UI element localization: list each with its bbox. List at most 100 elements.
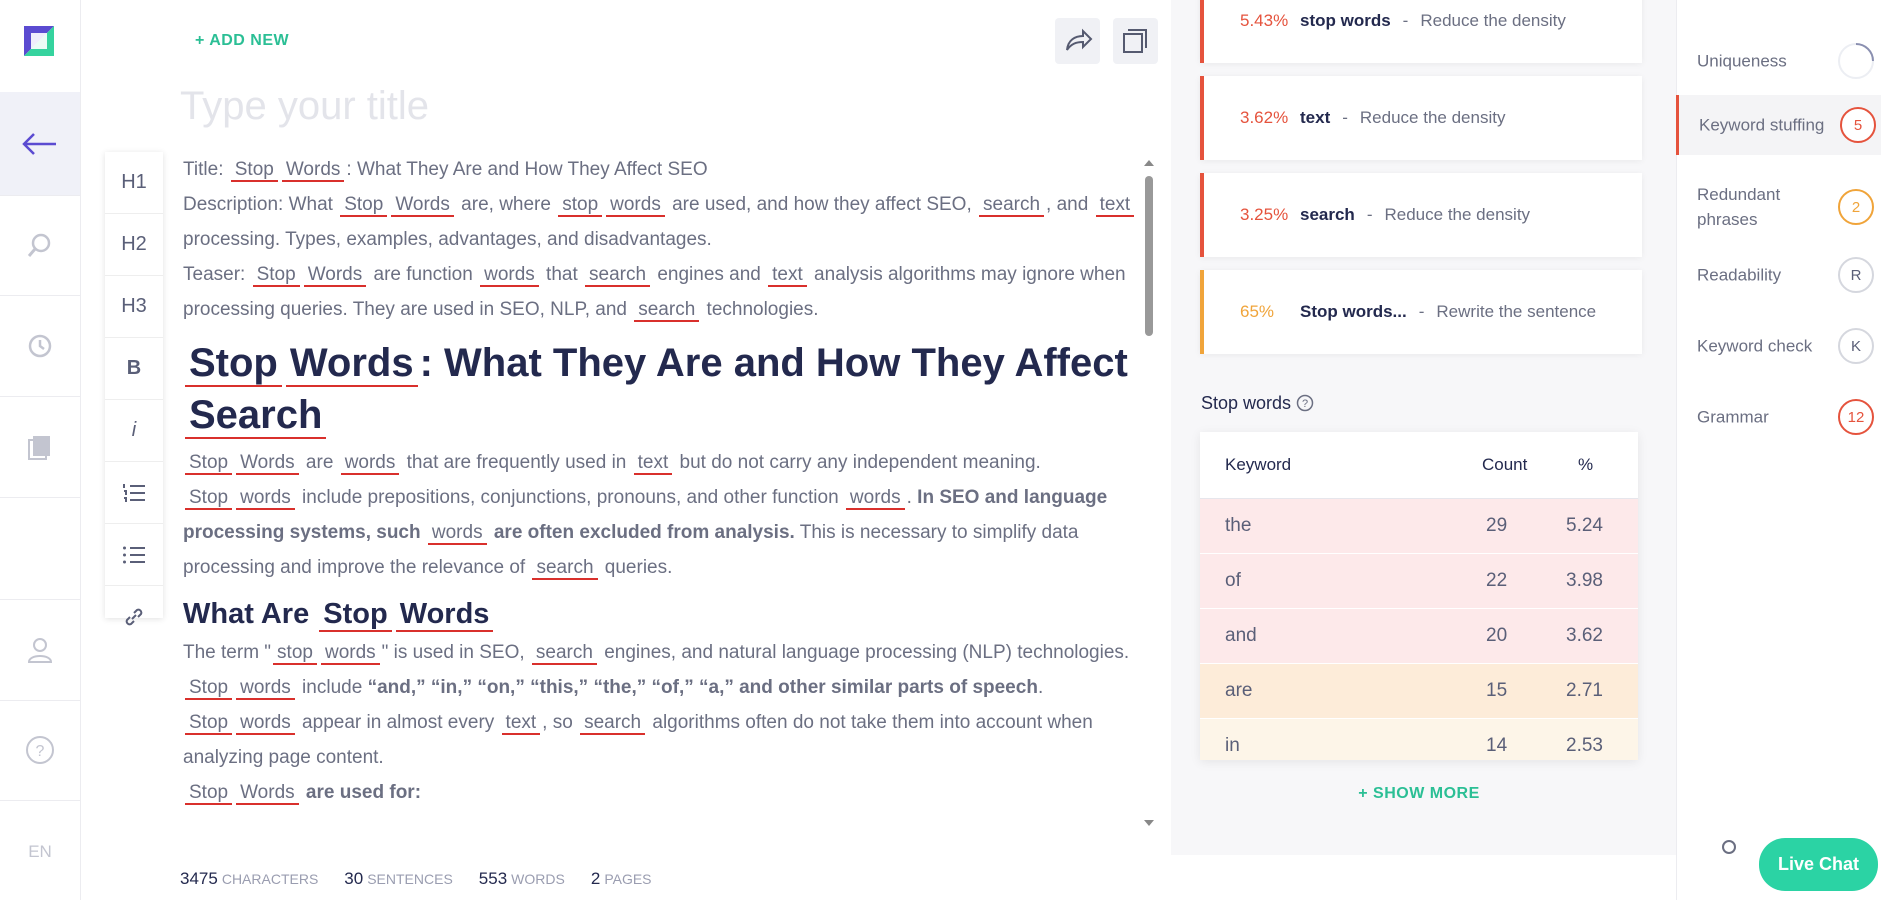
profile-button[interactable] xyxy=(0,599,80,701)
text-run: appear in almost every xyxy=(296,712,500,733)
alert-card[interactable]: 65% Stop words... - Rewrite the sentence xyxy=(1200,270,1642,354)
keyword[interactable]: Words xyxy=(285,341,418,387)
scrollbar[interactable] xyxy=(1143,158,1155,828)
h2-button[interactable]: H2 xyxy=(105,214,163,276)
keyword[interactable]: Stop xyxy=(185,677,233,700)
h3-button[interactable]: H3 xyxy=(105,276,163,338)
alert-card[interactable]: 3.62% text - Reduce the density xyxy=(1200,76,1642,160)
keyword[interactable]: search xyxy=(531,642,597,665)
keyword[interactable]: Stop xyxy=(185,782,233,805)
keyword[interactable]: Words xyxy=(303,264,367,287)
keyword[interactable]: search xyxy=(634,299,700,322)
bullet-list-button[interactable] xyxy=(105,524,163,586)
title-input[interactable]: Type your title xyxy=(180,84,430,128)
keyword[interactable]: Stop xyxy=(319,598,392,632)
keyword[interactable]: Stop xyxy=(185,341,282,387)
alert-card[interactable]: 3.25% search - Reduce the density xyxy=(1200,173,1642,257)
info-icon[interactable]: ? xyxy=(1296,394,1314,412)
table-header: Keyword Count% xyxy=(1200,432,1638,499)
keyword[interactable]: Search xyxy=(185,393,327,439)
keyword[interactable]: text xyxy=(1095,194,1135,217)
keyword-cell: the xyxy=(1225,515,1252,536)
keyword[interactable]: words xyxy=(427,522,487,545)
docs-button[interactable] xyxy=(0,397,80,498)
keyword[interactable]: search xyxy=(585,264,651,287)
document-content[interactable]: Title: Stop Words: What They Are and How … xyxy=(183,152,1143,810)
keyword[interactable]: Words xyxy=(236,452,299,475)
keyword[interactable]: Words xyxy=(391,194,454,217)
language[interactable]: EN xyxy=(28,842,52,861)
search-button[interactable] xyxy=(0,195,80,296)
stop-words-heading: Stop words ? xyxy=(1201,393,1314,414)
paragraph[interactable]: Teaser: Stop Words are function words tha… xyxy=(183,257,1143,327)
paragraph[interactable]: Stop Words are words that are frequently … xyxy=(183,445,1143,585)
bold-button[interactable]: B xyxy=(105,338,163,400)
keyword[interactable]: stop xyxy=(273,642,317,665)
add-new[interactable]: + ADD NEW xyxy=(195,32,290,49)
keyword[interactable]: words xyxy=(320,642,380,665)
ordered-list-button[interactable] xyxy=(105,462,163,524)
keyword[interactable]: Words xyxy=(281,159,345,182)
paragraph[interactable]: Title: Stop Words: What They Are and How … xyxy=(183,152,1143,187)
alert-card[interactable]: 5.43% stop words - Reduce the density xyxy=(1200,0,1642,63)
keyword[interactable]: Stop xyxy=(340,194,388,217)
h1-button[interactable]: H1 xyxy=(105,152,163,214)
keyword[interactable]: Stop xyxy=(185,487,233,510)
paragraph[interactable]: The term " stop words " is used in SEO, sea… xyxy=(183,635,1143,775)
keyword[interactable]: Stop xyxy=(185,712,233,735)
check-item[interactable]: Keyword stuffing 5 xyxy=(1676,95,1881,155)
keyword[interactable]: text xyxy=(768,264,807,287)
history-button[interactable] xyxy=(0,296,80,397)
keyword[interactable]: words xyxy=(340,452,400,475)
keyword[interactable]: words xyxy=(845,487,905,510)
keyword[interactable]: words xyxy=(480,264,539,287)
keyword[interactable]: Stop xyxy=(252,264,300,287)
keyword[interactable]: words xyxy=(236,677,295,700)
show-more[interactable]: + SHOW MORE xyxy=(1358,785,1480,802)
check-label: Keyword check xyxy=(1697,336,1813,356)
paragraph[interactable]: Description: What Stop Words are, where s… xyxy=(183,187,1143,257)
check-badge: 12 xyxy=(1838,399,1874,435)
keyword[interactable]: words xyxy=(236,712,295,735)
search-chat-icon[interactable] xyxy=(1720,838,1740,858)
keyword[interactable]: stop xyxy=(558,194,603,217)
keyword[interactable]: Words xyxy=(395,598,494,632)
keyword[interactable]: text xyxy=(501,712,541,735)
live-chat-button[interactable]: Live Chat xyxy=(1759,838,1878,891)
table-row: in 14 2.53 xyxy=(1200,719,1638,760)
back-button[interactable] xyxy=(0,92,80,196)
check-item[interactable]: Redundant phrases 2 xyxy=(1677,172,1881,242)
keyword[interactable]: Stop xyxy=(230,159,278,182)
copy-button[interactable] xyxy=(1113,18,1158,64)
help-button[interactable]: ? xyxy=(0,700,80,801)
keyword[interactable]: search xyxy=(580,712,646,735)
keyword[interactable]: words xyxy=(236,487,295,510)
check-item[interactable]: Grammar 12 xyxy=(1677,387,1881,447)
check-label: Readability xyxy=(1697,265,1782,285)
paragraph[interactable]: Stop Words are used for: xyxy=(183,775,1143,810)
keyword-cell: are xyxy=(1225,680,1253,701)
text-run: are xyxy=(300,452,339,473)
link-button[interactable] xyxy=(105,586,163,647)
percent-cell: 3.98 xyxy=(1566,570,1603,591)
heading[interactable]: Stop Words: What They Are and How They Af… xyxy=(183,337,1143,441)
keyword[interactable]: Words xyxy=(236,782,299,805)
check-label: Grammar xyxy=(1697,407,1769,427)
keyword[interactable]: Stop xyxy=(185,452,233,475)
table-row: are 15 2.71 xyxy=(1200,664,1638,719)
keyword[interactable]: search xyxy=(979,194,1045,217)
keyword[interactable]: text xyxy=(633,452,673,475)
check-item[interactable]: Keyword check K xyxy=(1677,316,1881,376)
alert-action: Reduce the density xyxy=(1384,205,1531,224)
share-button[interactable] xyxy=(1055,18,1100,64)
stat-label: SENTENCES xyxy=(367,871,453,887)
heading[interactable]: What Are Stop Words xyxy=(183,593,1143,635)
check-item[interactable]: Uniqueness xyxy=(1677,31,1881,91)
check-item[interactable]: Readability R xyxy=(1677,245,1881,305)
text-run: The term " xyxy=(183,642,272,663)
keyword[interactable]: search xyxy=(532,557,598,580)
format-toolbar: H1 H2 H3 B i xyxy=(105,152,163,625)
keyword[interactable]: words xyxy=(606,194,665,217)
italic-button[interactable]: i xyxy=(105,400,163,462)
